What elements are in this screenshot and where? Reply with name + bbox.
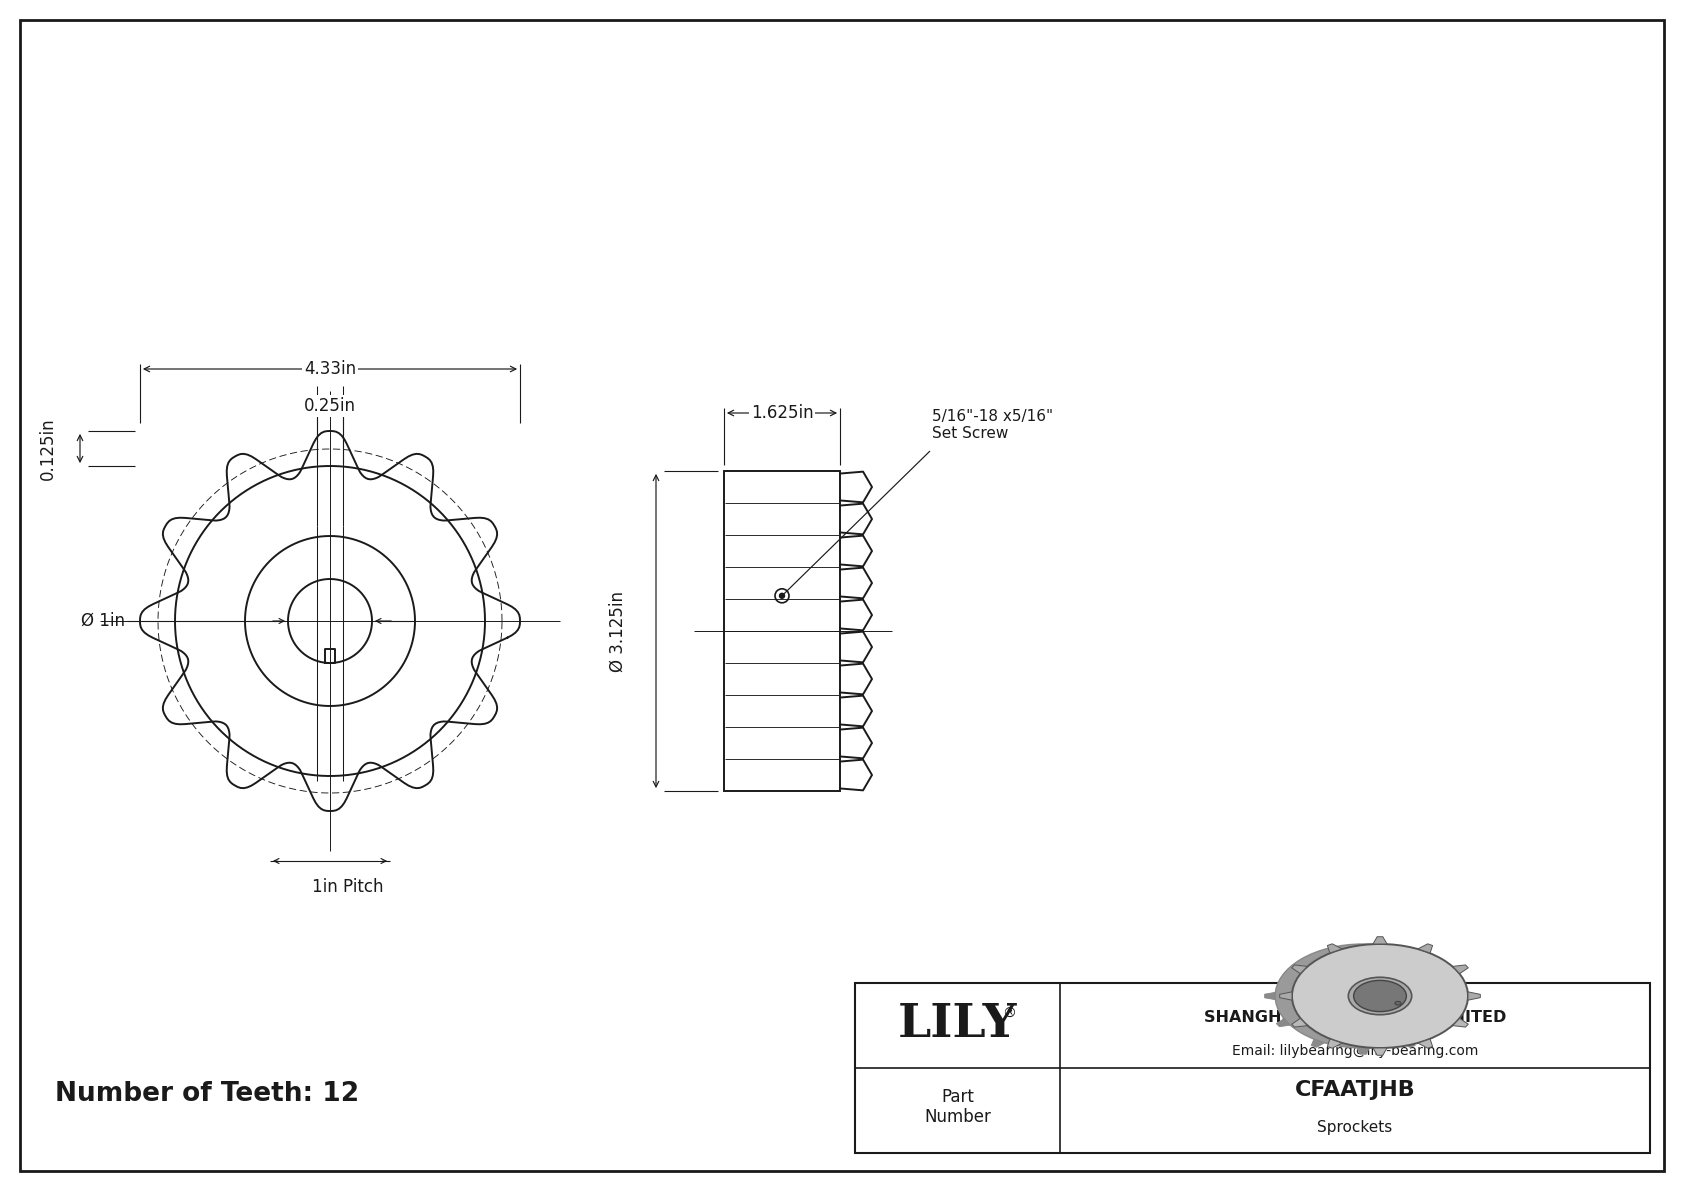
Polygon shape <box>1453 1018 1468 1027</box>
Polygon shape <box>1312 1040 1325 1047</box>
Text: 5/16"-18 x5/16"
Set Screw: 5/16"-18 x5/16" Set Screw <box>931 409 1052 441</box>
Polygon shape <box>1372 936 1388 944</box>
Text: 1.625in: 1.625in <box>751 404 813 422</box>
Polygon shape <box>1418 943 1433 953</box>
Polygon shape <box>1372 1048 1388 1055</box>
Ellipse shape <box>1275 944 1452 1048</box>
Polygon shape <box>1401 1040 1415 1047</box>
Text: CFAATJHB: CFAATJHB <box>1295 1080 1415 1100</box>
Polygon shape <box>1292 965 1307 973</box>
Text: Sprockets: Sprockets <box>1317 1120 1393 1135</box>
Polygon shape <box>1280 992 1292 1000</box>
Polygon shape <box>1453 965 1468 973</box>
Text: 0.125in: 0.125in <box>39 417 57 480</box>
Text: Part
Number: Part Number <box>925 1087 990 1127</box>
Text: ®: ® <box>1002 1006 1017 1021</box>
Polygon shape <box>1357 1048 1369 1054</box>
Text: Number of Teeth: 12: Number of Teeth: 12 <box>56 1081 359 1106</box>
Polygon shape <box>1327 943 1342 953</box>
Text: Ø 1in: Ø 1in <box>81 612 125 630</box>
Bar <box>855 983 1650 1153</box>
Text: Email: lilybearing@lily-bearing.com: Email: lilybearing@lily-bearing.com <box>1231 1045 1479 1058</box>
Polygon shape <box>1265 992 1275 999</box>
Text: LILY: LILY <box>898 1000 1017 1047</box>
Polygon shape <box>1327 1039 1342 1048</box>
Polygon shape <box>1452 992 1462 999</box>
Polygon shape <box>1468 992 1480 1000</box>
Polygon shape <box>1276 1018 1290 1027</box>
Text: 0.25in: 0.25in <box>305 397 355 414</box>
Text: 4.33in: 4.33in <box>303 360 355 378</box>
Text: 1in Pitch: 1in Pitch <box>312 878 384 896</box>
Ellipse shape <box>1292 944 1468 1048</box>
Ellipse shape <box>1354 980 1406 1011</box>
Ellipse shape <box>1394 1002 1401 1005</box>
Circle shape <box>780 593 785 598</box>
Text: Ø 3.125in: Ø 3.125in <box>610 591 626 672</box>
Polygon shape <box>1292 1018 1307 1027</box>
Bar <box>724 470 840 791</box>
Polygon shape <box>1436 1018 1450 1027</box>
Polygon shape <box>1418 1039 1433 1048</box>
Text: SHANGHAI LILY BEARING LIMITED: SHANGHAI LILY BEARING LIMITED <box>1204 1010 1505 1024</box>
Polygon shape <box>1307 975 1411 1016</box>
Ellipse shape <box>1349 978 1411 1015</box>
